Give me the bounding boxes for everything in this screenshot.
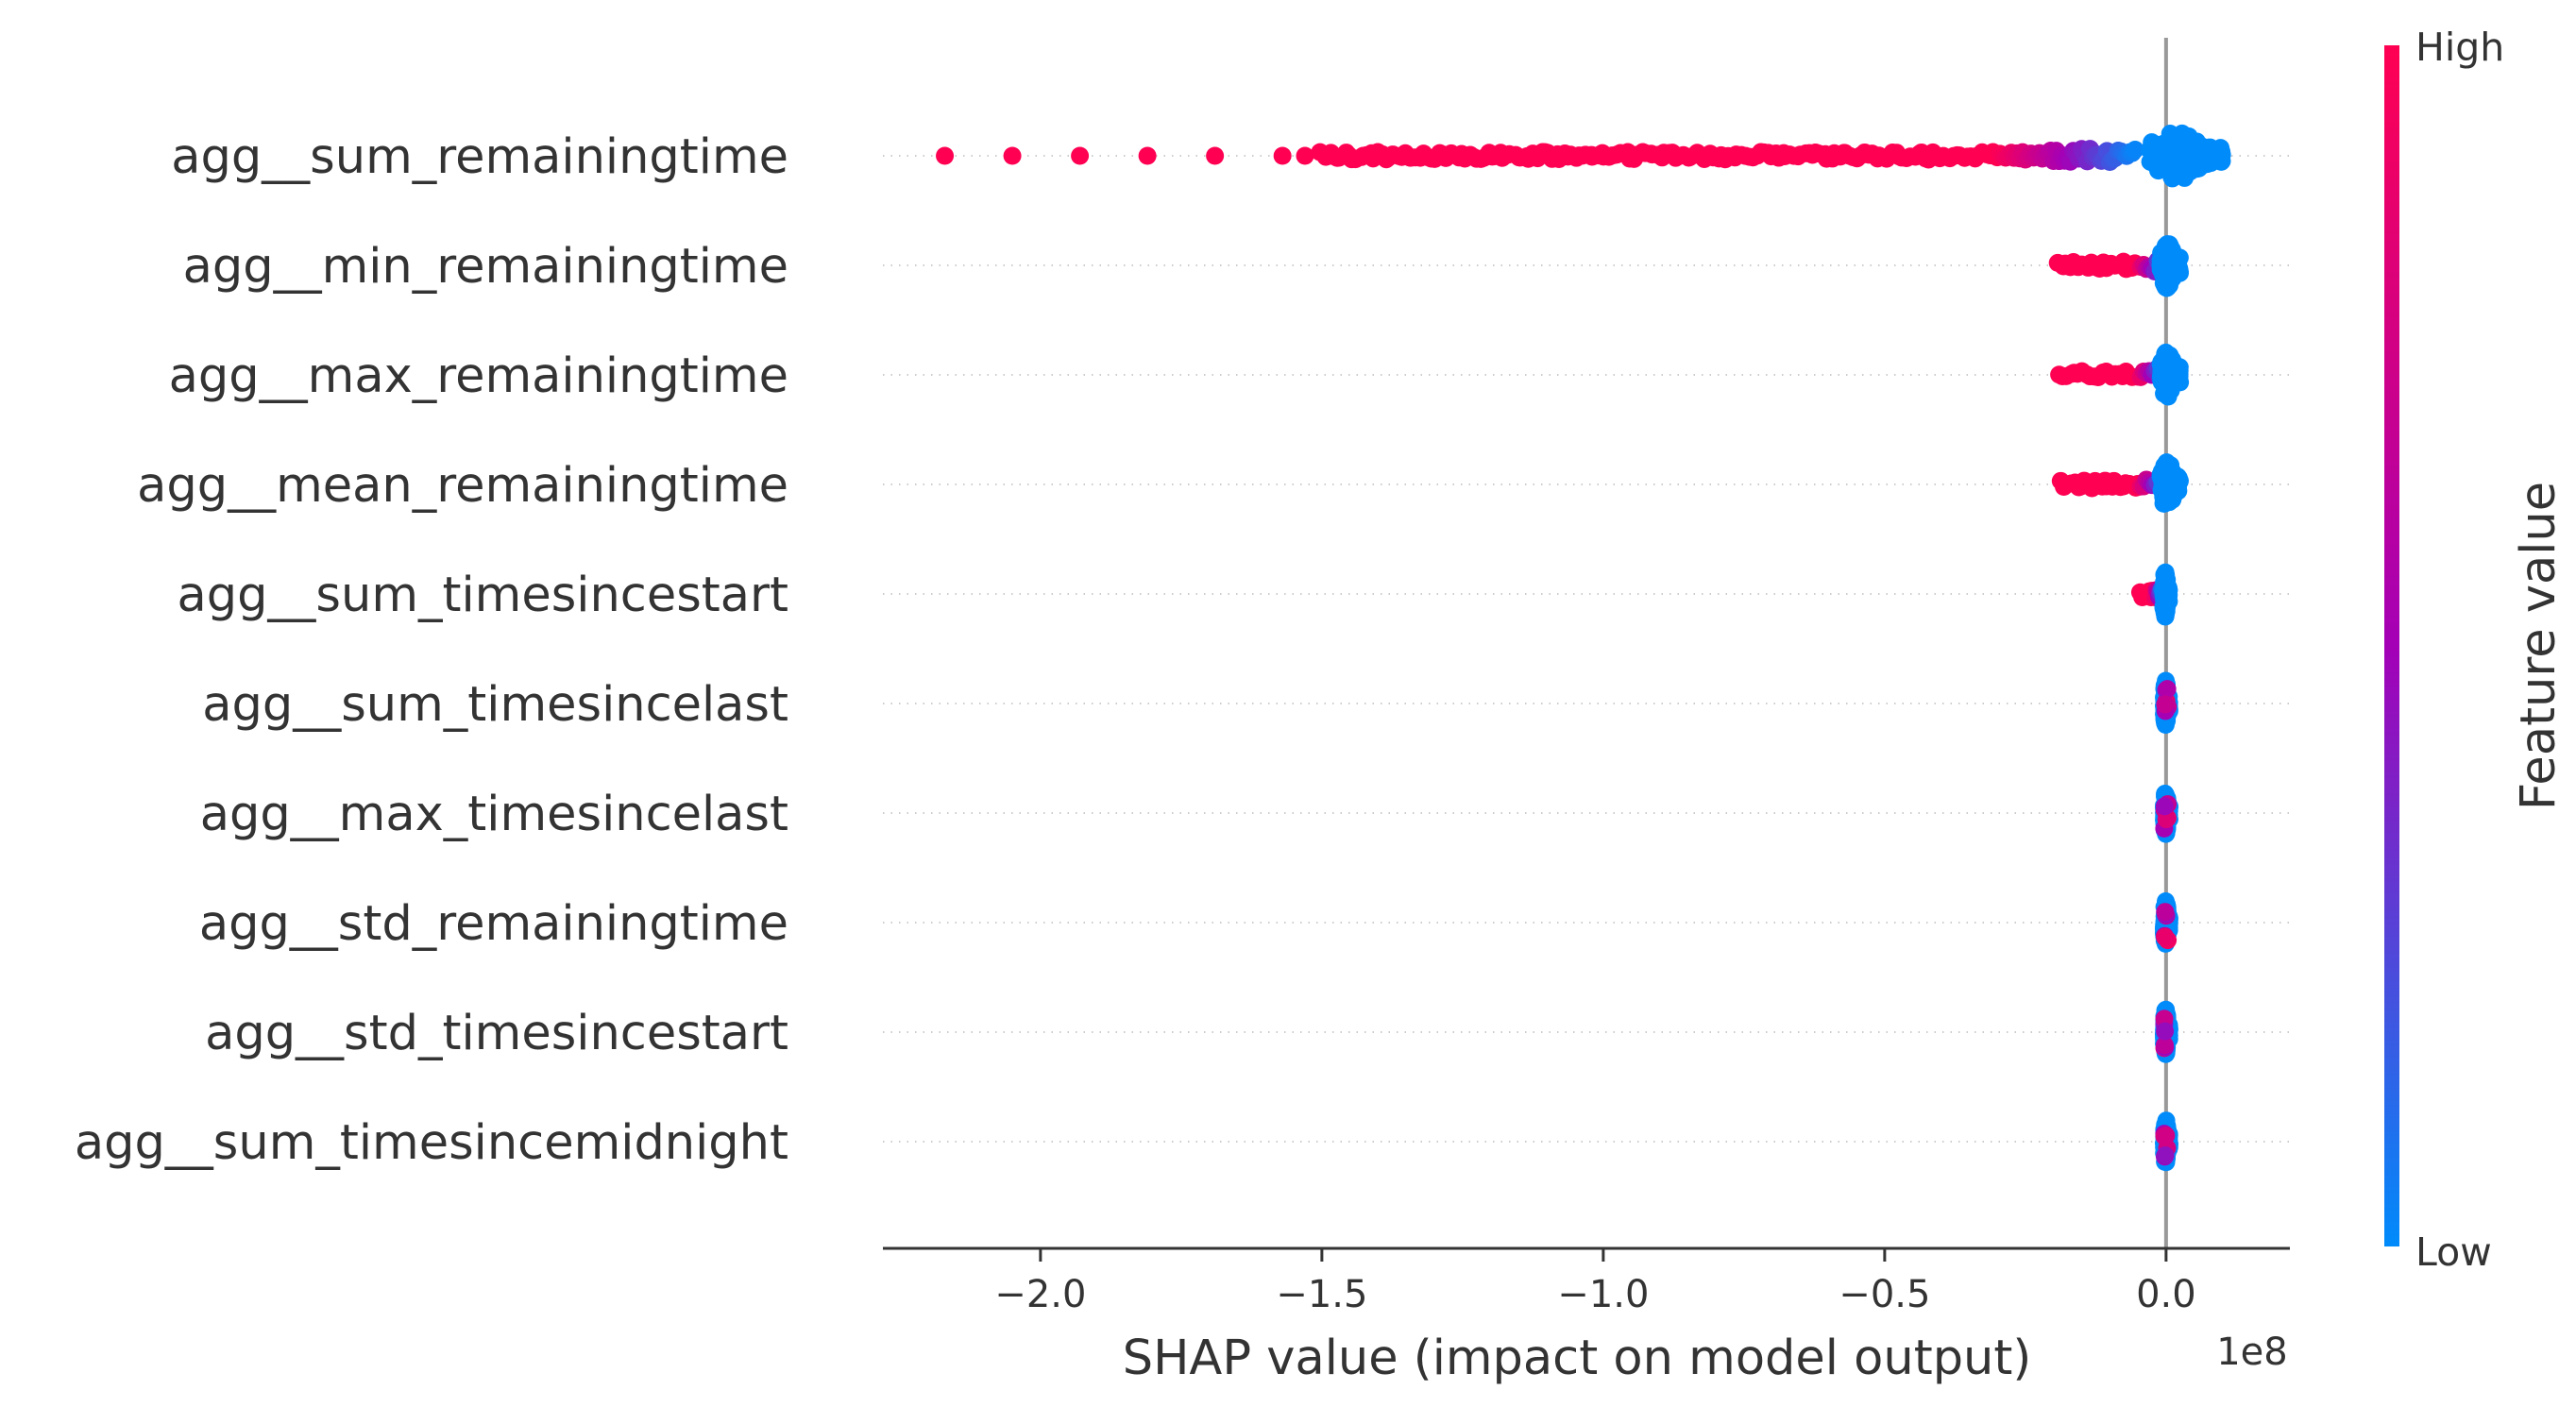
data-point	[936, 146, 955, 165]
feature-label: agg__std_timesincestart	[205, 1006, 788, 1061]
feature-label: agg__min_remainingtime	[183, 239, 788, 295]
data-point	[2174, 163, 2193, 182]
feature-label: agg__std_remainingtime	[199, 896, 788, 952]
data-point	[2146, 155, 2165, 174]
x-axis-offset-label: 1e8	[2216, 1331, 2288, 1374]
data-point	[1206, 146, 1225, 165]
feature-label: agg__sum_remainingtime	[171, 129, 788, 185]
x-axis-title: SHAP value (impact on model output)	[1123, 1331, 2032, 1386]
data-point	[2164, 466, 2183, 484]
data-point	[2164, 371, 2183, 390]
x-tick-label: −1.5	[1276, 1273, 1367, 1316]
data-point	[1003, 146, 1022, 165]
data-point	[2154, 274, 2173, 293]
feature-label: agg__sum_timesincestart	[177, 568, 788, 623]
data-point	[2156, 695, 2175, 714]
x-tick-label: −2.0	[994, 1273, 1086, 1316]
feature-label: agg__sum_timesincemidnight	[75, 1115, 788, 1171]
data-point	[2157, 1127, 2176, 1145]
data-point	[2189, 142, 2208, 161]
feature-labels: agg__sum_remainingtime agg__min_remaining…	[75, 129, 788, 1171]
x-axis-ticks: −2.0 −1.5 −1.0 −0.5 0.0	[994, 1248, 2196, 1316]
data-point	[2155, 797, 2174, 816]
data-point	[2161, 145, 2179, 164]
colorbar-title: Feature value	[2511, 482, 2567, 810]
data-point	[2156, 1022, 2175, 1041]
x-tick-label: 0.0	[2136, 1273, 2196, 1316]
x-tick-label: −0.5	[1839, 1273, 1930, 1316]
colorbar-low-label: Low	[2415, 1229, 2492, 1275]
data-point	[1138, 146, 1157, 165]
data-point	[2126, 140, 2144, 159]
feature-label: agg__max_remainingtime	[169, 348, 788, 404]
data-point	[2158, 680, 2177, 699]
row-grid-lines	[883, 155, 2290, 1143]
data-point	[1071, 146, 1090, 165]
data-point	[2155, 1036, 2174, 1055]
data-point	[2155, 602, 2174, 620]
data-point	[2160, 491, 2178, 510]
data-point	[2209, 142, 2228, 161]
data-point	[2156, 928, 2175, 947]
x-tick-label: −1.0	[1557, 1273, 1649, 1316]
feature-label: agg__sum_timesincelast	[202, 677, 788, 733]
feature-label: agg__mean_remainingtime	[137, 458, 788, 514]
data-point	[2156, 903, 2175, 922]
feature-label: agg__max_timesincelast	[200, 787, 788, 842]
data-point	[2160, 240, 2178, 259]
data-point	[2156, 1146, 2175, 1165]
colorbar	[2384, 45, 2399, 1246]
data-points	[936, 124, 2231, 1172]
data-point	[1273, 146, 1292, 165]
data-point	[1296, 146, 1314, 165]
colorbar-high-label: High	[2415, 25, 2504, 70]
